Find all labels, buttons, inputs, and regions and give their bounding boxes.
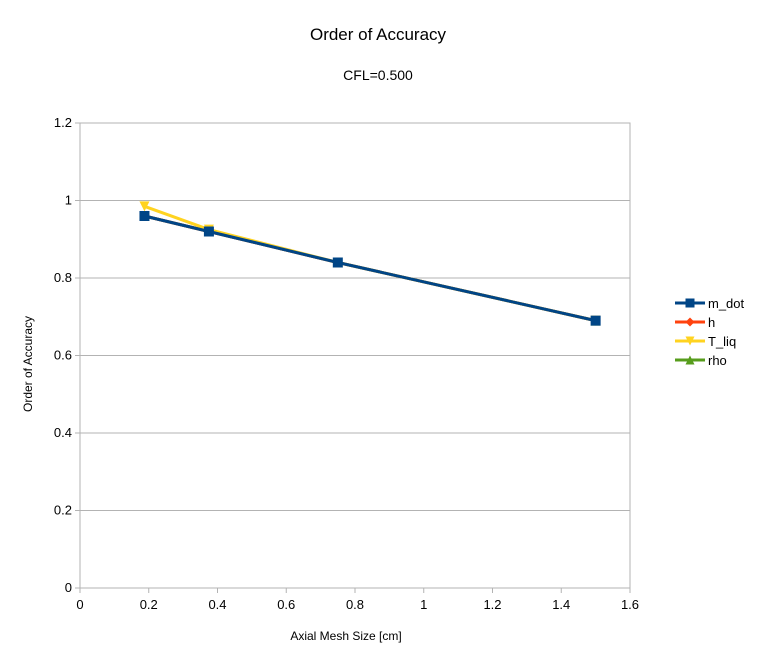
x-tick-label: 0 [76, 597, 83, 612]
x-tick-label: 0.6 [277, 597, 295, 612]
y-axis-label: Order of Accuracy [21, 316, 35, 412]
legend-swatch-marker [685, 298, 695, 308]
series-m-dot [139, 211, 601, 326]
legend-label: h [708, 315, 715, 330]
legend-label: T_liq [708, 334, 736, 349]
data-point [139, 201, 150, 212]
legend-swatch-marker [685, 336, 695, 346]
x-tick-label: 0.8 [346, 597, 364, 612]
data-point [203, 226, 214, 237]
legend-label: m_dot [708, 296, 745, 311]
data-point [139, 211, 150, 221]
legend-item: m_dot [675, 296, 745, 311]
y-axis-ticks: 0 0.2 0.4 0.6 0.8 1 1.2 [54, 115, 80, 595]
legend-item: h [675, 315, 715, 330]
x-tick-label: 0.4 [208, 597, 226, 612]
legend-item: T_liq [675, 334, 736, 349]
x-tick-label: 1.6 [621, 597, 639, 612]
y-tick-label: 0.8 [54, 270, 72, 285]
legend-item: rho [675, 353, 727, 368]
x-tick-label: 0.2 [140, 597, 158, 612]
x-axis-label: Axial Mesh Size [cm] [290, 629, 401, 643]
legend-swatch-marker [685, 355, 695, 365]
y-tick-label: 0.2 [54, 503, 72, 518]
x-tick-label: 1.2 [483, 597, 501, 612]
legend-swatch-marker [685, 317, 695, 327]
x-tick-label: 1 [420, 597, 427, 612]
series-line [143, 204, 596, 323]
data-series [139, 201, 601, 326]
data-point [332, 257, 343, 268]
y-tick-label: 1 [65, 193, 72, 208]
y-tick-label: 0.6 [54, 348, 72, 363]
legend-label: rho [708, 353, 727, 368]
y-tick-label: 0 [65, 580, 72, 595]
series-line [144, 214, 596, 323]
grid-lines [80, 122, 630, 589]
y-tick-label: 0.4 [54, 425, 72, 440]
x-axis-ticks: 0 0.2 0.4 0.6 0.8 1 1.2 1.4 1.6 [76, 588, 639, 612]
y-tick-label: 1.2 [54, 115, 72, 130]
chart-subtitle: CFL=0.500 [343, 67, 413, 83]
x-tick-label: 1.4 [552, 597, 570, 612]
data-point [590, 315, 601, 326]
chart-title: Order of Accuracy [310, 25, 447, 44]
